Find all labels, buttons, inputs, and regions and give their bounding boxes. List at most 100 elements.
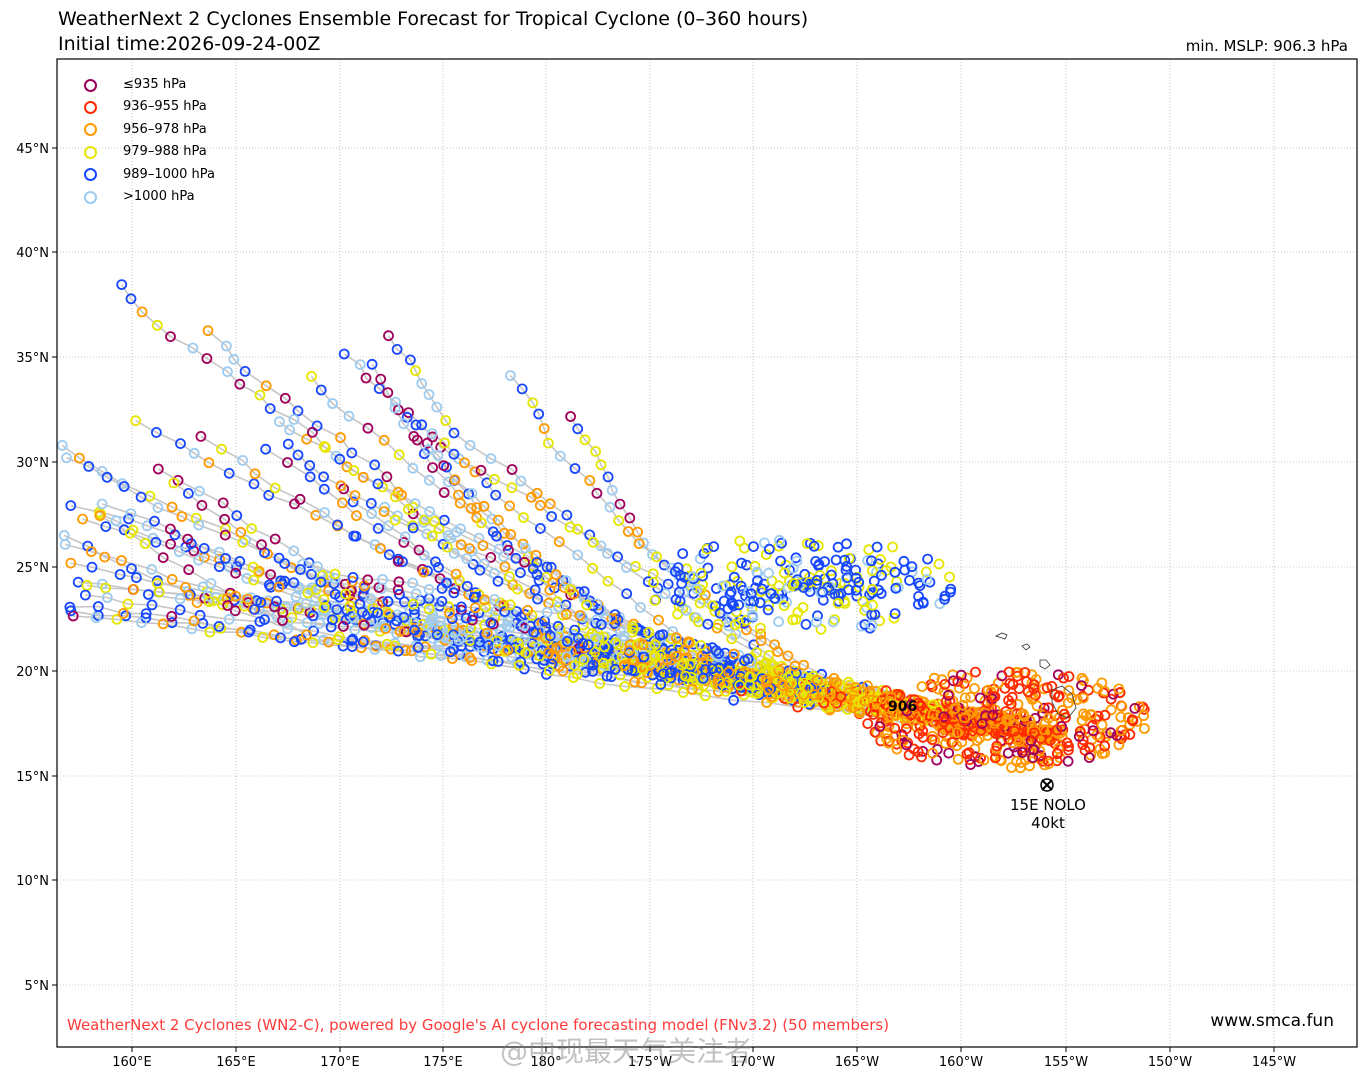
track-point [537, 645, 548, 657]
track-point [982, 684, 994, 696]
track-point [911, 721, 923, 733]
track-point [933, 558, 945, 570]
watermark: @中现最天气美注者 [500, 1035, 753, 1068]
track-point [747, 610, 759, 622]
track-point [460, 612, 472, 624]
track-point [638, 651, 650, 663]
track-point [130, 415, 142, 427]
track-point [577, 619, 589, 631]
track-point [380, 623, 392, 634]
track-point [466, 488, 478, 499]
model-credit: WeatherNext 2 Cyclones (WN2-C), powered … [67, 1016, 890, 1034]
track-point [67, 610, 79, 622]
track-point [334, 591, 346, 603]
track-point [338, 483, 350, 495]
track-point [991, 740, 1003, 752]
track-point [913, 591, 924, 602]
track-point [443, 476, 455, 488]
lat-tick-label: 45°N [16, 142, 49, 157]
track-point [734, 679, 746, 691]
lat-tick-label: 20°N [16, 665, 49, 680]
track-point [312, 561, 323, 572]
track-point [1058, 672, 1069, 684]
track-point [205, 578, 217, 589]
track-point [1049, 689, 1061, 700]
track-point [315, 384, 327, 396]
track-point [449, 474, 461, 486]
track-point [648, 577, 659, 588]
track-point [398, 418, 410, 430]
track-point [140, 608, 152, 619]
track-point [622, 526, 634, 537]
lon-tick-label: 145°W [1252, 1055, 1296, 1070]
track-point [766, 658, 778, 670]
legend-marker-icon [84, 145, 97, 159]
track-point [421, 528, 433, 540]
track-point [146, 599, 158, 611]
track-point [976, 718, 988, 729]
track-point [587, 600, 599, 612]
track-point [445, 532, 457, 544]
track-point [939, 679, 951, 690]
track-point [1017, 747, 1028, 758]
track-point [642, 576, 654, 588]
legend-marker-icon [84, 190, 97, 204]
track-point [260, 443, 272, 455]
track-point [565, 411, 576, 422]
track-point [546, 658, 558, 670]
track-point [392, 645, 404, 657]
track-point [188, 447, 200, 459]
track-point [480, 601, 491, 613]
track-point [125, 293, 137, 305]
track-point [862, 680, 873, 692]
track-point [702, 618, 714, 630]
track-point [466, 545, 478, 557]
track-point [307, 610, 319, 622]
track-point [953, 682, 965, 694]
track-point [459, 457, 470, 469]
storm-name: 15E NOLO [1010, 796, 1086, 814]
track-point [819, 556, 830, 567]
track-point [531, 557, 543, 568]
track-point [982, 697, 994, 709]
track-point [900, 723, 912, 735]
track-point [518, 512, 529, 523]
track-point [349, 490, 361, 502]
track-point [290, 634, 302, 646]
track-point [220, 340, 232, 352]
lat-tick-label: 35°N [16, 351, 49, 366]
track-point [760, 676, 772, 688]
track-point [677, 687, 689, 698]
track-point [532, 593, 543, 605]
track-point [601, 670, 613, 682]
track-point [407, 462, 419, 474]
track-point [1051, 748, 1063, 759]
track-point [464, 652, 476, 663]
track-point [372, 478, 384, 490]
track-point [448, 448, 460, 460]
track-point [302, 587, 314, 599]
track-point [926, 734, 938, 745]
track-point [151, 319, 163, 331]
track-point [756, 583, 768, 595]
track-point [775, 555, 786, 567]
track-point [749, 560, 761, 572]
track-point [1003, 733, 1015, 745]
track-point [1053, 690, 1065, 702]
track-point [774, 534, 785, 546]
track-point [513, 659, 525, 671]
track-point [410, 419, 422, 431]
track-point [1037, 755, 1049, 767]
track-point [94, 510, 106, 522]
track-point [540, 572, 552, 583]
track-point [612, 551, 623, 563]
track-point [967, 706, 979, 718]
axis-labels: 45°N 40°N 35°N 30°N 25°N 20°N 15°N 10°N 5°N 160°E… [16, 142, 1296, 1070]
track-point [817, 586, 829, 598]
track-point [191, 597, 203, 608]
track-point [579, 434, 591, 446]
track-point [392, 584, 404, 596]
track-point [230, 567, 242, 579]
track-point [360, 372, 372, 384]
track-point [467, 558, 479, 570]
